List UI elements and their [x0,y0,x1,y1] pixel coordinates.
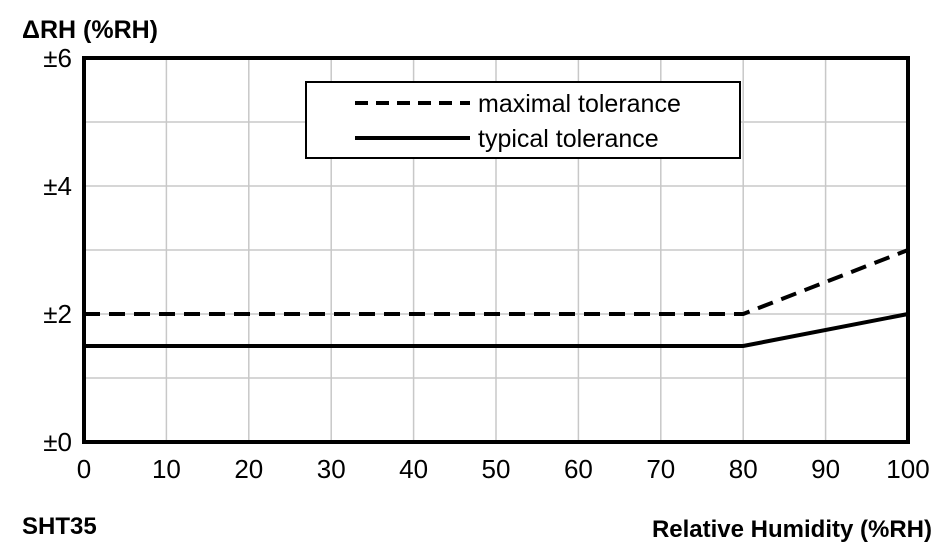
legend-box [305,81,741,159]
x-tick-label: 30 [317,454,346,484]
plot-frame [82,56,910,444]
y-tick-label: ±0 [43,427,72,457]
x-axis-label: Relative Humidity (%RH) [652,516,932,543]
legend-label-typical: typical tolerance [478,125,659,153]
y-tick-label: ±6 [43,43,72,73]
x-tick-label: 40 [399,454,428,484]
x-tick-label: 90 [811,454,840,484]
y-tick-labels: ±0 ±2 ±4 ±6 [43,43,72,457]
series-line-maximal [84,248,909,316]
series-line-typical [84,312,909,348]
y-tick-label: ±4 [43,171,72,201]
x-tick-label: 60 [564,454,593,484]
legend: maximal tolerance typical tolerance [305,81,741,159]
x-tick-label: 0 [77,454,91,484]
y-tick-label: ±2 [43,299,72,329]
x-tick-label: 70 [646,454,675,484]
x-tick-label: 20 [234,454,263,484]
x-tick-label: 10 [152,454,181,484]
x-tick-label: 100 [886,454,929,484]
series-lines [84,248,909,348]
y-axis-label: ΔRH (%RH) [22,16,158,44]
x-tick-label: 50 [482,454,511,484]
sensor-label: SHT35 [22,513,97,540]
x-tick-labels: 0 10 20 30 40 50 60 70 80 90 100 [77,454,930,484]
legend-label-maximal: maximal tolerance [478,90,681,118]
x-tick-label: 80 [729,454,758,484]
